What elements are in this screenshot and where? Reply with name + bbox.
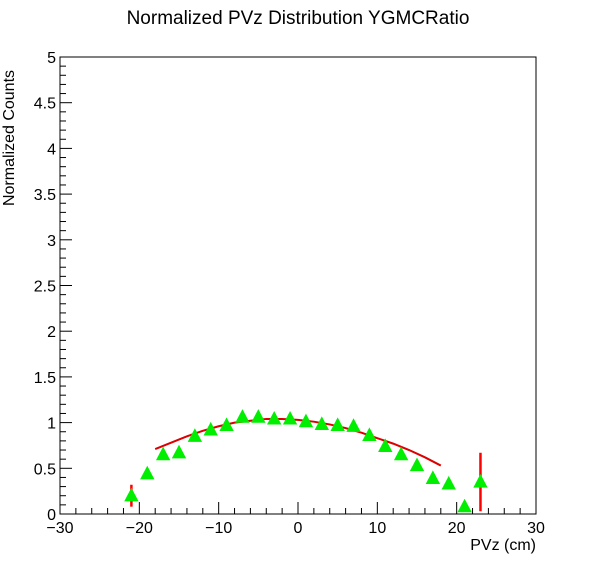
y-tick-label: 0	[47, 507, 56, 524]
x-tick-label: −10	[205, 520, 232, 537]
y-tick-label: 1.5	[34, 370, 56, 387]
error-bars	[130, 415, 482, 512]
x-tick-label: −20	[126, 520, 153, 537]
data-point	[378, 438, 393, 452]
x-tick-label: −30	[46, 520, 73, 537]
y-tick-label: 2.5	[34, 279, 56, 296]
data-point	[409, 457, 425, 472]
y-tick-label: 1	[47, 416, 56, 433]
x-tick-label: 10	[368, 520, 386, 537]
y-tick-label: 3.5	[34, 187, 56, 204]
data-point	[473, 474, 488, 488]
axis-ticks	[59, 56, 537, 515]
fit-line	[154, 417, 442, 467]
data-point	[314, 416, 329, 431]
data-point	[140, 465, 155, 480]
fit-curve	[154, 417, 442, 467]
data-point	[298, 413, 314, 428]
data-point	[267, 410, 282, 425]
data-point	[441, 475, 456, 490]
data-point	[346, 418, 361, 432]
x-tick-label: 30	[527, 520, 545, 537]
data-point	[425, 470, 441, 484]
y-tick-label: 4.5	[34, 96, 56, 113]
y-tick-label: 0.5	[34, 461, 56, 478]
data-point	[282, 410, 298, 425]
data-point	[203, 421, 218, 436]
tick-labels: −30 −20 −10 0 10 20 30 0 0.5 1 1.5 2 2.5 3 3.5 4 4.5 5	[34, 50, 545, 537]
y-tick-label: 2	[47, 324, 56, 341]
data-point	[124, 487, 139, 502]
data-point	[251, 409, 266, 423]
data-point	[457, 498, 472, 513]
data-point	[235, 409, 250, 423]
x-tick-label: 20	[448, 520, 466, 537]
data-point	[219, 417, 234, 431]
y-tick-label: 5	[47, 50, 56, 67]
plot-frame	[59, 56, 537, 515]
y-axis-label: Normalized Counts	[1, 69, 18, 207]
data-point	[155, 446, 171, 461]
y-tick-label: 4	[47, 141, 56, 158]
data-point	[393, 446, 409, 461]
data-point	[362, 427, 377, 441]
chart-title: Normalized PVz Distribution YGMCRatio	[126, 8, 470, 29]
data-point	[171, 444, 187, 459]
x-tick-label: 0	[294, 520, 303, 537]
data-point	[330, 417, 345, 431]
data-markers	[124, 409, 488, 513]
y-tick-label: 3	[47, 233, 56, 250]
data-point	[187, 428, 203, 442]
x-axis-label: PVz (cm)	[470, 537, 536, 554]
